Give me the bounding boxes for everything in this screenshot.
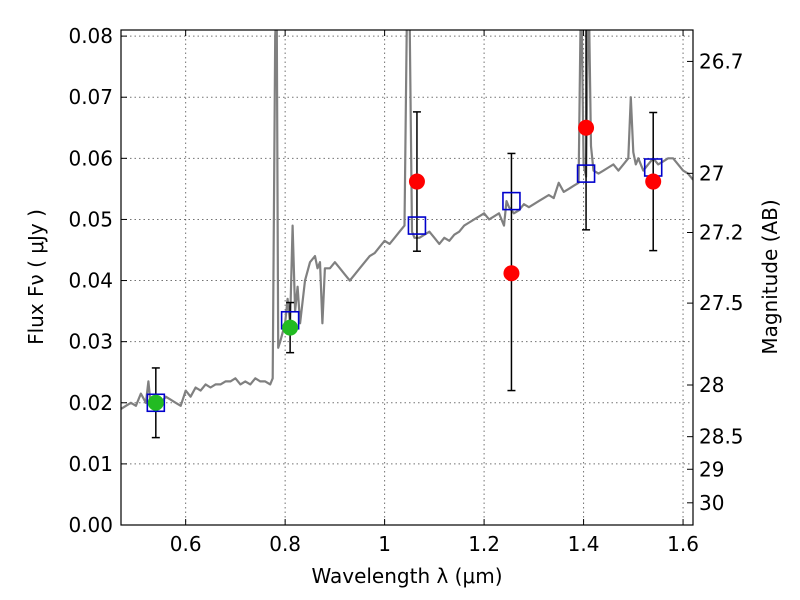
synthetic-square-marker	[407, 216, 427, 235]
x-tick-label: 1.4	[568, 532, 600, 556]
magnitude-tick-label: 28	[699, 373, 724, 397]
observed-point	[408, 173, 425, 190]
y-tick-label: 0.04	[68, 269, 113, 293]
y-tick-label: 0.06	[68, 146, 113, 170]
y-tick-label: 0.00	[68, 513, 113, 537]
synthetic-square-marker	[146, 393, 166, 413]
x-tick-label: 1.6	[667, 532, 699, 556]
magnitude-tick-label: 27.5	[699, 291, 744, 315]
x-tick-label: 0.8	[269, 532, 301, 556]
x-tick-label: 1	[378, 532, 391, 556]
axes: 0.6 0.8 1 1.2 1.4 1.6 0.00 0.01 0.02 0.03 0.04 0.05…	[68, 24, 743, 556]
magnitude-tick-label: 26.7	[699, 49, 744, 73]
y-tick-label: 0.05	[68, 207, 113, 231]
synthetic-square-marker	[576, 164, 596, 183]
y-tick-label: 0.03	[68, 330, 113, 354]
magnitude-axis-label: Magnitude (AB)	[758, 199, 782, 354]
spectrum-line	[121, 30, 693, 410]
magnitude-tick-label: 28.5	[699, 425, 744, 449]
observed-point	[503, 265, 520, 282]
magnitude-tick-label: 29	[699, 457, 724, 481]
magnitude-tick-label: 27.2	[699, 221, 744, 245]
y-tick-label: 0.08	[68, 24, 113, 48]
y-tick-label: 0.01	[68, 452, 113, 476]
plot-frame	[120, 29, 694, 526]
x-axis-label: Wavelength λ (μm)	[311, 564, 502, 588]
observed-point	[147, 394, 164, 411]
plot-area	[121, 30, 693, 439]
y-tick-label: 0.07	[68, 85, 113, 109]
x-tick-label: 1.2	[468, 532, 500, 556]
observed-point	[282, 319, 299, 336]
x-tick-label: 0.6	[170, 532, 202, 556]
y-tick-label: 0.02	[68, 391, 113, 415]
magnitude-tick-label: 27	[699, 161, 724, 185]
synthetic-square-marker	[502, 191, 521, 211]
magnitude-tick-label: 30	[699, 491, 724, 515]
grid	[121, 30, 693, 526]
y-axis-label: Flux Fν ( μJy )	[24, 209, 48, 345]
observed-point	[578, 119, 595, 136]
observed-point	[645, 173, 662, 190]
